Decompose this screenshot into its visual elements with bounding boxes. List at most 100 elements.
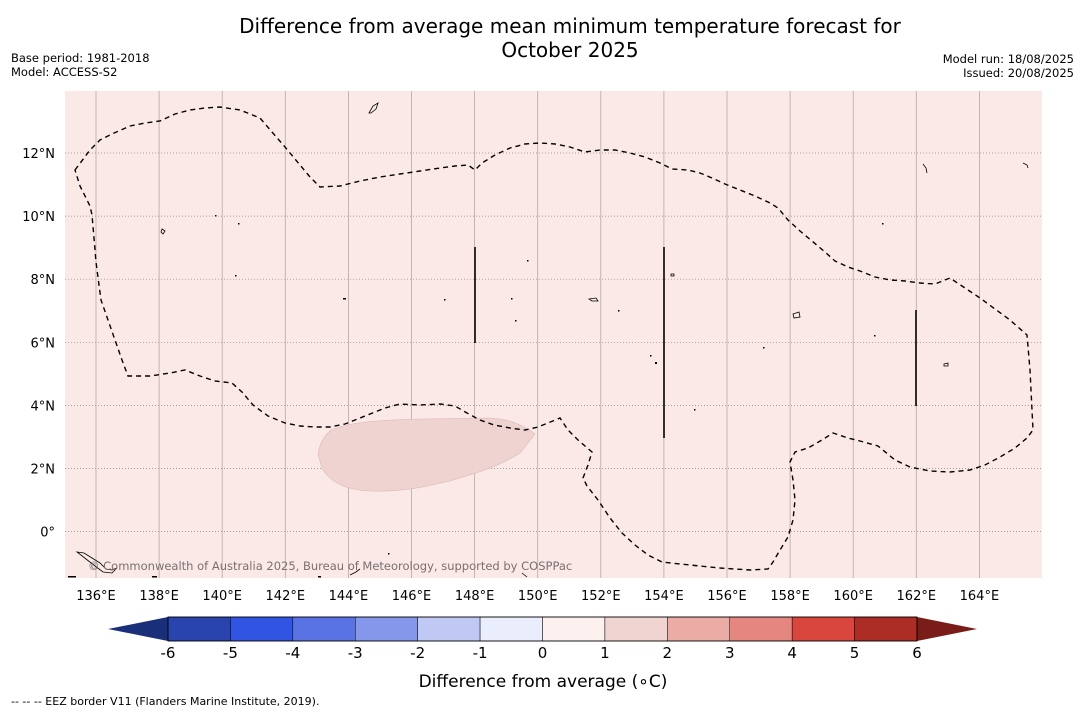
colorbar-bin xyxy=(604,616,668,642)
base-period-text: Base period: 1981-2018 xyxy=(11,51,150,65)
longitude-tick-label: 146°E xyxy=(392,589,432,604)
eez-footnote: -- -- -- EEZ border V11 (Flanders Marine… xyxy=(11,695,320,708)
colorbar-extend-high xyxy=(917,617,977,641)
colorbar-tick-label: 4 xyxy=(787,644,797,662)
warm-anomaly-region xyxy=(317,417,536,492)
colorbar-tick-label: 0 xyxy=(538,644,548,662)
colorbar-tick-label: -4 xyxy=(285,644,300,662)
longitude-tick-label: 142°E xyxy=(266,589,306,604)
latitude-tick-label: 4°N xyxy=(31,399,56,414)
island xyxy=(763,347,765,349)
model-text: Model: ACCESS-S2 xyxy=(11,65,118,79)
colorbar-tick-label: 5 xyxy=(850,644,860,662)
colorbar-bin xyxy=(167,616,231,642)
model-run-text: Model run: 18/08/2025 xyxy=(942,52,1074,66)
island xyxy=(235,275,237,277)
latitude-tick-label: 2°N xyxy=(31,463,56,478)
colorbar-label: Difference from average (∘C) xyxy=(419,672,668,692)
map-title-line1: Difference from average mean minimum tem… xyxy=(239,14,901,38)
island xyxy=(521,572,528,578)
island xyxy=(388,553,390,555)
island xyxy=(618,310,620,312)
island xyxy=(1022,162,1029,169)
colorbar-bin xyxy=(479,616,543,642)
island xyxy=(511,298,513,300)
island xyxy=(160,228,166,235)
colorbar-tick-label: 6 xyxy=(912,644,922,662)
colorbar-bin xyxy=(854,616,918,642)
map-title: Difference from average mean minimum tem… xyxy=(170,14,970,62)
island xyxy=(343,298,346,300)
island xyxy=(943,362,949,367)
colorbar-bin xyxy=(667,616,730,642)
longitude-tick-label: 140°E xyxy=(202,589,242,604)
colorbar: -6 -5 -4 -3 -2 -1 0 1 2 3 4 5 6 Difference from aver… xyxy=(108,616,977,692)
map-panel: © Commonwealth of Australia 2025, Bureau… xyxy=(22,91,1042,604)
meta-right: Model run: 18/08/2025 Issued: 20/08/2025 xyxy=(943,52,1074,80)
map-title-line2: October 2025 xyxy=(501,38,639,62)
longitude-tick-label: 160°E xyxy=(833,589,873,604)
island xyxy=(922,163,928,174)
colorbar-tick-label: 3 xyxy=(725,644,735,662)
latitude-gridlines xyxy=(65,152,1042,532)
island xyxy=(874,335,876,337)
meta-left: Base period: 1981-2018 Model: ACCESS-S2 xyxy=(11,51,150,79)
island xyxy=(444,299,446,301)
longitude-tick-label: 162°E xyxy=(897,589,937,604)
longitude-tick-label: 136°E xyxy=(76,589,116,604)
island xyxy=(318,576,321,578)
colorbar-tick-label: 1 xyxy=(600,644,610,662)
colorbar-bin xyxy=(791,616,855,642)
island xyxy=(68,576,76,578)
map-background xyxy=(65,91,1042,578)
island xyxy=(587,297,599,302)
longitude-tick-label: 154°E xyxy=(644,589,684,604)
colorbar-tick-label: -2 xyxy=(410,644,425,662)
longitude-tick-label: 150°E xyxy=(518,589,558,604)
longitude-tick-label: 164°E xyxy=(960,589,1000,604)
island xyxy=(694,409,696,411)
colorbar-bin xyxy=(729,616,793,642)
island xyxy=(75,551,118,574)
island xyxy=(515,320,517,322)
eez-border xyxy=(74,106,1034,571)
colorbar-tick-labels: -6 -5 -4 -3 -2 -1 0 1 2 3 4 5 6 xyxy=(161,644,922,662)
colorbar-bin xyxy=(292,616,356,642)
colorbar-tick-label: -6 xyxy=(161,644,176,662)
longitude-tick-label: 144°E xyxy=(329,589,369,604)
island xyxy=(368,102,379,114)
longitude-tick-label: 158°E xyxy=(770,589,810,604)
island xyxy=(238,223,240,225)
colorbar-tick-label: -1 xyxy=(473,644,488,662)
latitude-tick-label: 10°N xyxy=(22,210,55,225)
island xyxy=(152,576,157,578)
island xyxy=(655,362,657,364)
longitude-tick-label: 148°E xyxy=(455,589,495,604)
latitude-tick-label: 6°N xyxy=(31,336,56,351)
islands xyxy=(75,102,1029,578)
island xyxy=(792,311,801,319)
island xyxy=(527,260,529,262)
latitude-tick-label: 12°N xyxy=(22,147,55,162)
island xyxy=(215,215,217,217)
longitude-tick-label: 156°E xyxy=(707,589,747,604)
colorbar-bin xyxy=(230,616,294,642)
colorbar-tick-label: 2 xyxy=(663,644,673,662)
colorbar-bin xyxy=(542,616,606,642)
copyright-text: © Commonwealth of Australia 2025, Bureau… xyxy=(88,559,572,573)
latitude-tick-label: 8°N xyxy=(31,273,56,288)
longitude-tick-labels: 136°E 138°E 140°E 142°E 144°E 146°E 148°E 150°E… xyxy=(76,589,999,604)
island xyxy=(882,223,884,225)
colorbar-frame xyxy=(167,616,918,642)
island xyxy=(650,355,652,357)
island xyxy=(349,568,361,576)
colorbar-bins xyxy=(167,616,918,642)
island xyxy=(670,273,675,277)
colorbar-tick-label: -3 xyxy=(348,644,363,662)
island-dots xyxy=(68,215,884,578)
colorbar-bin xyxy=(417,616,481,642)
longitude-tick-label: 138°E xyxy=(139,589,179,604)
colorbar-extend-low xyxy=(108,617,168,641)
